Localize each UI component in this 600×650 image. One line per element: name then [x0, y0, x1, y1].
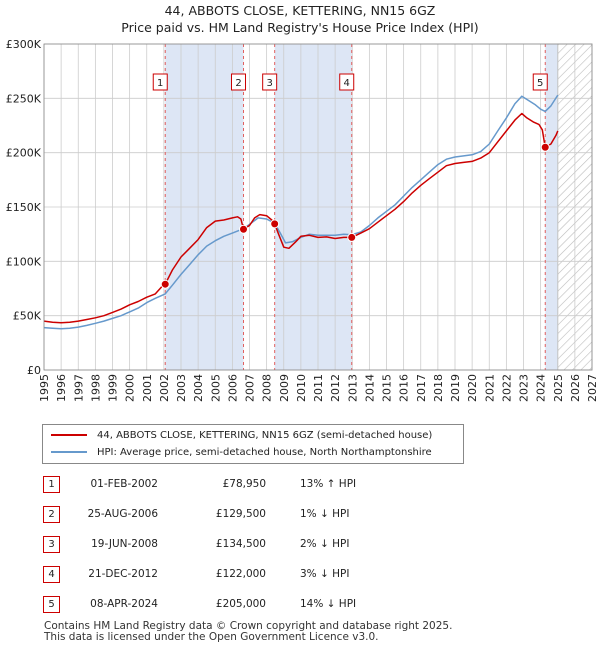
plot-border [43, 43, 593, 371]
x-tick-label: 2009 [278, 374, 291, 402]
x-tick-label: 2019 [449, 374, 462, 402]
x-tick-label: 2006 [226, 374, 239, 402]
sale-price: £129,500 [215, 508, 266, 520]
x-tick-label: 2003 [175, 374, 188, 402]
sale-number-badge: 4 [43, 566, 60, 583]
sale-hpi-diff: 2% ↓ HPI [300, 538, 350, 550]
x-tick-label: 2022 [500, 374, 513, 402]
x-tick-label: 2001 [141, 374, 154, 402]
legend-swatch-hpi [51, 451, 87, 453]
sale-point [239, 224, 249, 234]
x-tick-label: 2013 [346, 374, 359, 402]
legend: 44, ABBOTS CLOSE, KETTERING, NN15 6GZ (s… [42, 424, 464, 464]
x-tick-label: 2002 [158, 374, 171, 402]
y-tick-label: £300K [6, 38, 42, 51]
x-tick-label: 2027 [586, 374, 599, 402]
x-tick-label: 2018 [432, 374, 445, 402]
x-tick-label: 1995 [38, 374, 51, 402]
x-tick-label: 2007 [244, 374, 257, 402]
sale-row: 1 01-FEB-2002 £78,950 13% ↑ HPI [0, 474, 600, 496]
sale-number-box [152, 73, 168, 91]
sale-number-badge: 5 [43, 596, 60, 613]
sale-number-label: 1 [157, 78, 163, 89]
x-tick-label: 1999 [107, 374, 120, 402]
sale-price: £78,950 [222, 478, 266, 490]
legend-label-price: 44, ABBOTS CLOSE, KETTERING, NN15 6GZ (s… [97, 430, 433, 441]
sale-number-label: 5 [537, 78, 543, 89]
x-tick-label: 2024 [535, 374, 548, 402]
sale-number-box [339, 73, 355, 91]
x-tick-label: 2021 [483, 374, 496, 402]
footer-copyright: Contains HM Land Registry data © Crown c… [44, 620, 453, 632]
sale-point [540, 142, 550, 152]
sale-row: 3 19-JUN-2008 £134,500 2% ↓ HPI [0, 534, 600, 556]
title-line-1: 44, ABBOTS CLOSE, KETTERING, NN15 6GZ [164, 3, 436, 18]
x-tick-label: 2000 [124, 374, 137, 402]
footer-licence: This data is licensed under the Open Gov… [44, 631, 379, 643]
sale-hpi-diff: 1% ↓ HPI [300, 508, 350, 520]
sale-hpi-diff: 3% ↓ HPI [300, 568, 350, 580]
sale-date: 01-FEB-2002 [90, 478, 158, 490]
sale-number-badge: 1 [43, 476, 60, 493]
x-tick-label: 2005 [209, 374, 222, 402]
legend-item-price: 44, ABBOTS CLOSE, KETTERING, NN15 6GZ (s… [51, 428, 432, 444]
x-tick-label: 2004 [192, 374, 205, 402]
sale-date: 08-APR-2024 [90, 598, 158, 610]
sale-point [270, 219, 280, 229]
sale-number-label: 3 [266, 78, 272, 89]
x-tick-label: 2025 [552, 374, 565, 402]
price-line [43, 112, 559, 324]
x-tick-label: 1996 [55, 374, 68, 402]
sale-price: £205,000 [215, 598, 266, 610]
price-chart: 1 2 3 4 5 £0 £50K £100K £150K £200K £250K £300K 1995… [6, 38, 599, 402]
y-tick-label: £50K [13, 310, 42, 323]
x-tick-label: 2023 [518, 374, 531, 402]
y-tick-label: £250K [6, 92, 42, 105]
sale-number-box [231, 73, 247, 91]
sale-hpi-diff: 14% ↓ HPI [300, 598, 357, 610]
sale-number-box [262, 73, 278, 91]
sale-date: 21-DEC-2012 [88, 568, 158, 580]
footer: Contains HM Land Registry data © Crown c… [44, 621, 452, 643]
x-tick-label: 2026 [569, 374, 582, 402]
x-tick-label: 1997 [72, 374, 85, 402]
sale-number-label: 2 [235, 78, 241, 89]
x-tick-label: 1998 [89, 374, 102, 402]
sale-number-box [532, 73, 548, 91]
x-tick-label: 2008 [261, 374, 274, 402]
x-tick-label: 2020 [466, 374, 479, 402]
legend-swatch-price [51, 434, 87, 436]
sale-hpi-diff: 13% ↑ HPI [300, 478, 357, 490]
title-line-2: Price paid vs. HM Land Registry's House … [121, 20, 479, 35]
x-tick-label: 2015 [381, 374, 394, 402]
y-tick-label: £0 [27, 364, 41, 377]
legend-item-hpi: HPI: Average price, semi-detached house,… [51, 445, 432, 461]
x-tick-label: 2014 [363, 374, 376, 402]
sale-date: 19-JUN-2008 [91, 538, 158, 550]
x-tick-label: 2017 [415, 374, 428, 402]
x-tick-label: 2016 [398, 374, 411, 402]
sale-row: 4 21-DEC-2012 £122,000 3% ↓ HPI [0, 564, 600, 586]
x-tick-label: 2011 [312, 374, 325, 402]
x-tick-label: 2010 [295, 374, 308, 402]
x-tick-label: 2012 [329, 374, 342, 402]
sale-number-badge: 3 [43, 536, 60, 553]
sale-row: 5 08-APR-2024 £205,000 14% ↓ HPI [0, 594, 600, 616]
chart-title: 44, ABBOTS CLOSE, KETTERING, NN15 6GZ Pr… [0, 2, 600, 36]
y-tick-label: £200K [6, 147, 42, 160]
sale-price: £122,000 [215, 568, 266, 580]
sale-row: 2 25-AUG-2006 £129,500 1% ↓ HPI [0, 504, 600, 526]
sale-number-badge: 2 [43, 506, 60, 523]
sale-date: 25-AUG-2006 [87, 508, 158, 520]
legend-label-hpi: HPI: Average price, semi-detached house,… [97, 447, 432, 458]
sale-point [347, 232, 357, 242]
sale-point [160, 279, 170, 289]
y-tick-label: £100K [6, 255, 42, 268]
sale-price: £134,500 [215, 538, 266, 550]
y-tick-label: £150K [6, 201, 42, 214]
sale-number-label: 4 [344, 78, 350, 89]
